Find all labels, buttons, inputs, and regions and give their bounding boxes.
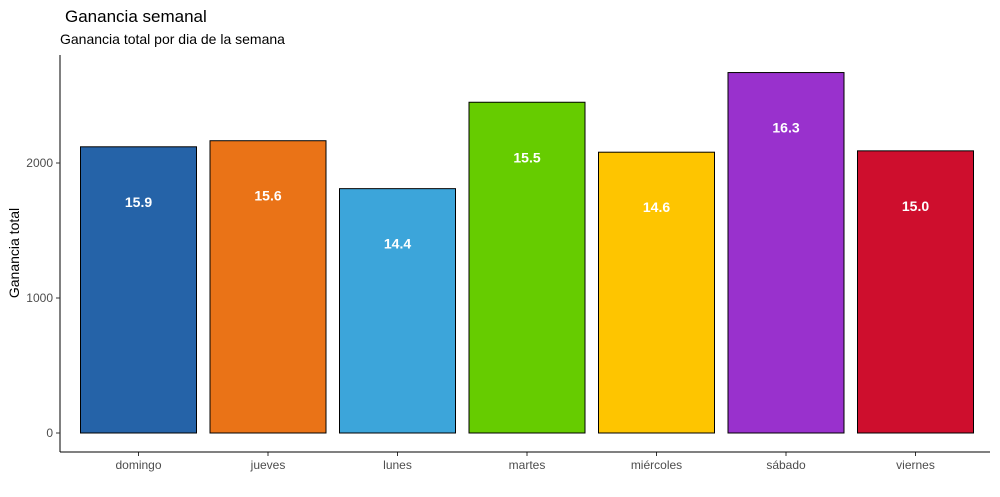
x-tick-label: miércoles	[631, 458, 682, 472]
y-tick-label: 2000	[26, 156, 53, 170]
y-axis: 0 1000 2000	[26, 55, 61, 452]
bar-viernes	[857, 150, 974, 434]
bar-lunes	[339, 188, 456, 434]
x-axis: domingo jueves lunes martes miércoles sábado v…	[60, 451, 990, 472]
x-tick-label: viernes	[896, 458, 935, 472]
x-tick-label: jueves	[250, 458, 286, 472]
bar-jueves	[209, 140, 327, 434]
bar-value-label: 15.6	[254, 188, 281, 204]
bar-martes	[468, 101, 586, 434]
y-axis-title: Ganancia total	[6, 208, 22, 298]
x-tick-label: domingo	[115, 458, 161, 472]
bar-labels-group: 15.9 15.6 14.4 15.5 14.6 16.3 15.0	[125, 120, 929, 252]
bar-domingo	[80, 146, 197, 434]
bar-miércoles	[598, 151, 715, 434]
bar-value-label: 14.4	[384, 236, 411, 252]
bar-sábado	[727, 72, 845, 434]
y-tick-label: 0	[46, 426, 53, 440]
x-tick-label: sábado	[766, 458, 806, 472]
bar-value-label: 14.6	[643, 199, 670, 215]
y-tick-label: 1000	[26, 291, 53, 305]
bar-value-label: 15.0	[902, 198, 929, 214]
bar-value-label: 15.5	[513, 149, 540, 165]
bar-value-label: 16.3	[772, 120, 799, 136]
x-tick-label: lunes	[383, 458, 412, 472]
chart-subtitle: Ganancia total por dia de la semana	[60, 31, 285, 47]
x-tick-label: martes	[509, 458, 546, 472]
chart-title: Ganancia semanal	[65, 7, 207, 26]
bar-value-label: 15.9	[125, 194, 152, 210]
bars-group	[80, 72, 974, 434]
